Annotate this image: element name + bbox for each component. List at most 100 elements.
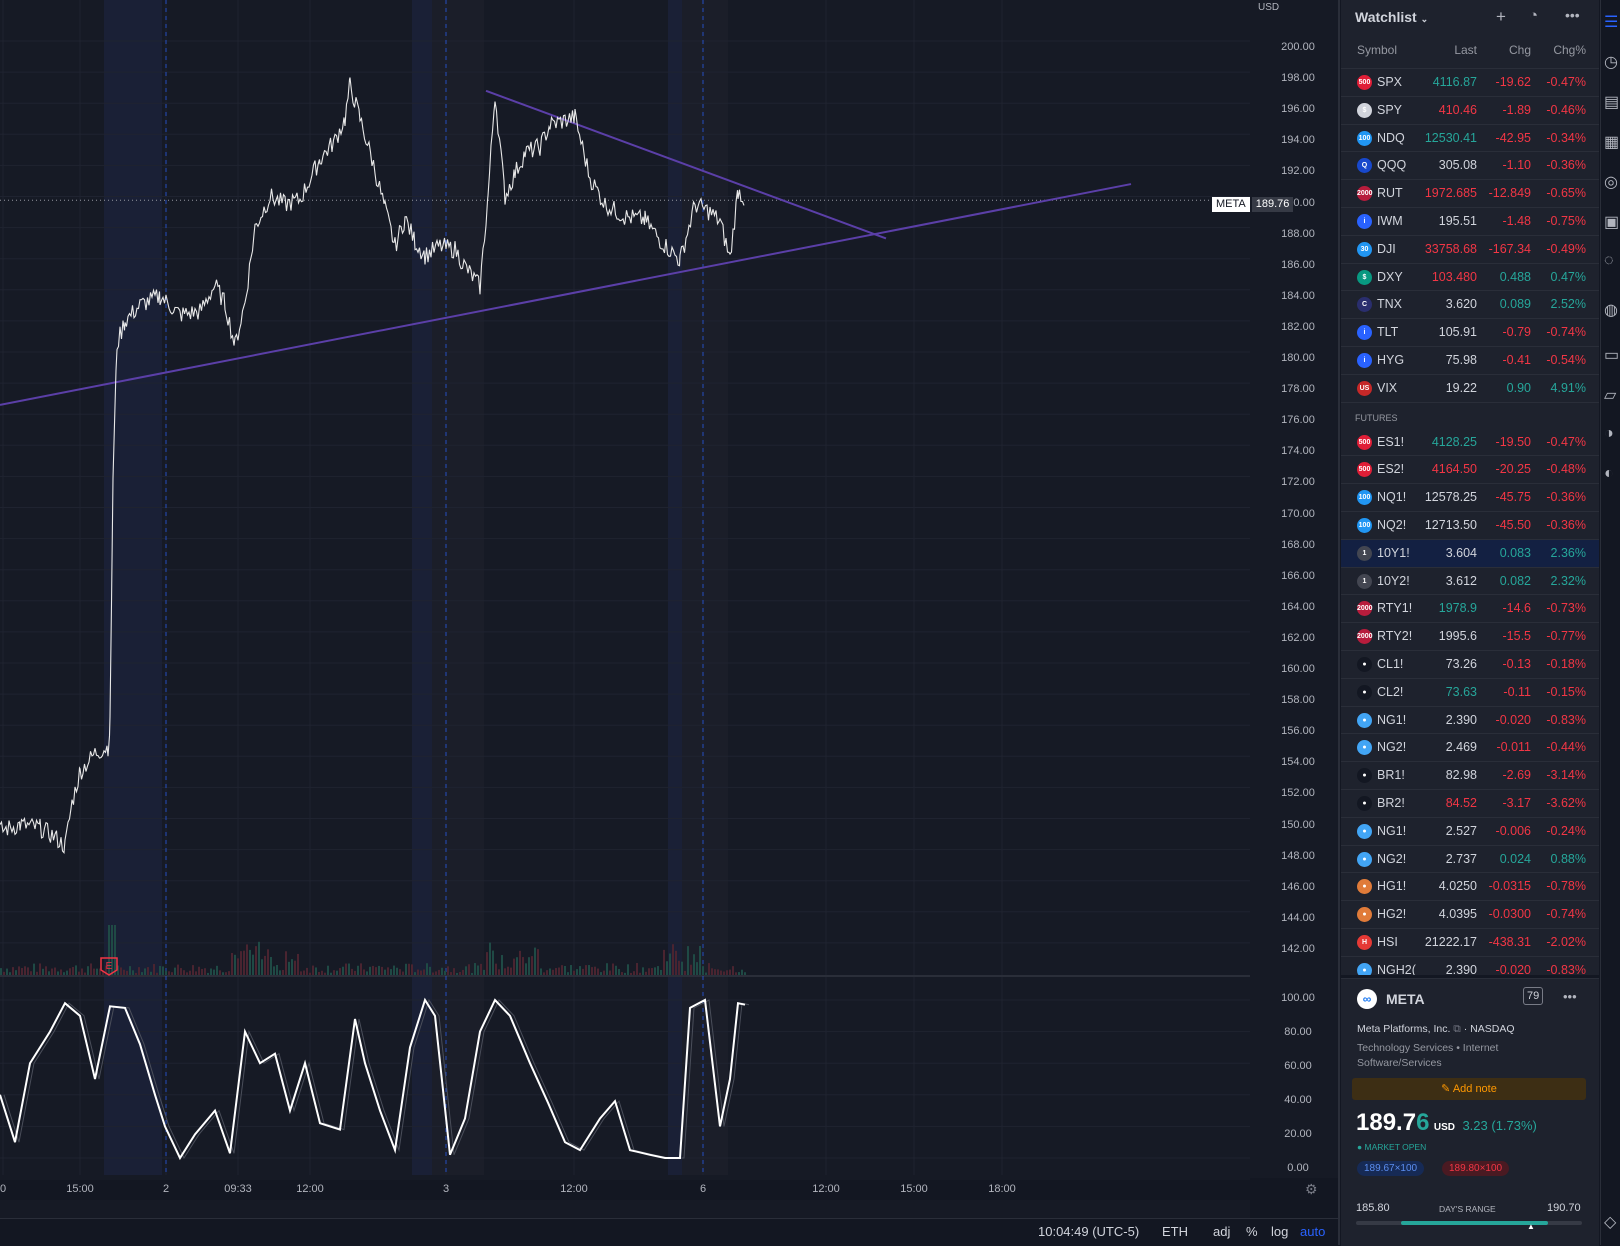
row-symbol[interactable]: 10Y2! xyxy=(1377,573,1410,588)
watchlist-row[interactable]: 1 10Y2! 3.612 0.082 2.32% xyxy=(1341,568,1599,596)
currency-label[interactable]: USD xyxy=(1258,2,1280,13)
oscillator-axis[interactable]: 100.00 80.00 60.00 40.00 20.00 0.00 xyxy=(1250,978,1338,1178)
row-symbol[interactable]: SPX xyxy=(1377,75,1403,89)
column-chg-pct[interactable]: Chg% xyxy=(1553,43,1586,57)
advanced-view-icon[interactable]: ◔ xyxy=(1529,7,1539,24)
row-symbol[interactable]: NG1! xyxy=(1377,712,1407,727)
help-icon[interactable]: ◑ xyxy=(1604,425,1614,442)
row-symbol[interactable]: ES1! xyxy=(1377,434,1405,449)
row-symbol[interactable]: VIX xyxy=(1377,380,1398,395)
row-symbol[interactable]: NGH2( xyxy=(1377,962,1416,975)
hotlist-icon[interactable]: ◎ xyxy=(1604,174,1618,191)
watchlist-row[interactable]: 2000 RUT 1972.685 -12.849 -0.65% xyxy=(1341,180,1599,208)
add-symbol-icon[interactable]: + xyxy=(1496,7,1506,26)
adj-toggle[interactable]: adj xyxy=(1213,1224,1231,1239)
watchlist-row[interactable]: i HYG 75.98 -0.41 -0.54% xyxy=(1341,347,1599,375)
watchlist-row[interactable]: ● BR1! 82.98 -2.69 -3.14% xyxy=(1341,762,1599,790)
watchlist-row[interactable]: 500 ES1! 4128.25 -19.50 -0.47% xyxy=(1341,429,1599,457)
log-toggle[interactable]: log xyxy=(1271,1224,1289,1239)
watchlist-row[interactable]: 500 SPX 4116.87 -19.62 -0.47% xyxy=(1341,69,1599,97)
watchlist-row[interactable]: 30 DJI 33758.68 -167.34 -0.49% xyxy=(1341,236,1599,264)
row-symbol[interactable]: HG2! xyxy=(1377,907,1407,922)
row-symbol[interactable]: DXY xyxy=(1377,269,1403,284)
row-symbol[interactable]: NG2! xyxy=(1377,740,1407,755)
calendar-icon[interactable]: ▣ xyxy=(1604,214,1620,231)
row-symbol[interactable]: RTY1! xyxy=(1377,601,1413,616)
row-symbol[interactable]: BR1! xyxy=(1377,768,1405,783)
watchlist-row[interactable]: i TLT 105.91 -0.79 -0.74% xyxy=(1341,319,1599,347)
watchlist-row[interactable]: $ DXY 103.480 0.488 0.47% xyxy=(1341,264,1599,292)
row-symbol[interactable]: BR2! xyxy=(1377,795,1405,810)
alerts-icon[interactable]: ◷ xyxy=(1604,54,1618,71)
external-link-icon[interactable]: ⧉ xyxy=(1453,1023,1461,1035)
chart-pane[interactable]: E xyxy=(0,0,1250,1228)
detail-symbol[interactable]: META xyxy=(1386,991,1425,1007)
row-symbol[interactable]: CL2! xyxy=(1377,684,1404,699)
watchlist-row[interactable]: ● HG2! 4.0395 -0.0300 -0.74% xyxy=(1341,901,1599,929)
earnings-marker[interactable]: E xyxy=(100,957,118,976)
notifications-icon[interactable]: ▱ xyxy=(1604,387,1617,404)
row-symbol[interactable]: HG1! xyxy=(1377,879,1407,894)
price-axis[interactable]: USD 200.00 198.00 196.00 194.00 192.00 190.00… xyxy=(1212,0,1338,978)
row-symbol[interactable]: HSI xyxy=(1377,934,1398,949)
row-symbol[interactable]: RTY2! xyxy=(1377,629,1413,644)
watchlist-row[interactable]: ● CL2! 73.63 -0.11 -0.15% xyxy=(1341,679,1599,707)
sector-line[interactable]: Technology Services • Internet Software/… xyxy=(1357,1042,1499,1069)
detail-more-icon[interactable]: ••• xyxy=(1563,989,1577,1004)
more-options-icon[interactable]: ••• xyxy=(1565,7,1580,23)
auto-toggle[interactable]: auto xyxy=(1300,1224,1326,1239)
watchlist-row[interactable]: ● NG2! 2.737 0.024 0.88% xyxy=(1341,846,1599,874)
column-symbol[interactable]: Symbol xyxy=(1357,43,1398,57)
watchlist-row[interactable]: 100 NQ1! 12578.25 -45.75 -0.36% xyxy=(1341,484,1599,512)
watchlist-row[interactable]: 2000 RTY2! 1995.6 -15.5 -0.77% xyxy=(1341,623,1599,651)
watchlist-row[interactable]: ● CL1! 73.26 -0.13 -0.18% xyxy=(1341,651,1599,679)
watchlist-row[interactable]: $ SPY 410.46 -1.89 -0.46% xyxy=(1341,97,1599,125)
row-symbol[interactable]: SPY xyxy=(1377,102,1403,117)
watchlist-row[interactable]: ● NG1! 2.390 -0.020 -0.83% xyxy=(1341,707,1599,735)
layers-icon[interactable]: ◇ xyxy=(1604,1214,1617,1231)
session-toggle[interactable]: ETH xyxy=(1162,1224,1188,1239)
watchlist-row[interactable]: 1 10Y1! 3.604 0.083 2.36% xyxy=(1341,539,1599,568)
ask-quote[interactable]: 189.80×100 xyxy=(1442,1161,1510,1176)
ideas-icon[interactable]: ◌ xyxy=(1604,252,1614,269)
row-symbol[interactable]: NG1! xyxy=(1377,823,1407,838)
watchlist-title[interactable]: Watchlist ⌄ xyxy=(1355,9,1429,25)
row-symbol[interactable]: HYG xyxy=(1377,352,1405,367)
watchlist-row[interactable]: 100 NDQ 12530.41 -42.95 -0.34% xyxy=(1341,125,1599,153)
row-symbol[interactable]: TNX xyxy=(1377,297,1402,312)
watchlist-row[interactable]: ● NGH2(2.390 -0.020 -0.83% xyxy=(1341,957,1599,975)
watchlist-row[interactable]: ● HG1! 4.0250 -0.0315 -0.78% xyxy=(1341,873,1599,902)
percent-toggle[interactable]: % xyxy=(1246,1224,1258,1239)
futures-section-header[interactable]: FUTURES xyxy=(1355,412,1398,423)
chevron-down-icon[interactable]: ⌄ xyxy=(1420,14,1429,24)
price-chart[interactable]: E xyxy=(0,0,1250,1228)
watchlist-row[interactable]: 100 NQ2! 12713.50 -45.50 -0.36% xyxy=(1341,512,1599,540)
clock-time[interactable]: 10:04:49 (UTC-5) xyxy=(1038,1224,1140,1239)
signals-icon[interactable]: ◐ xyxy=(1604,465,1614,482)
panel-divider[interactable] xyxy=(1338,0,1340,1245)
watchlist-row[interactable]: 2000 RTY1! 1978.9 -14.6 -0.73% xyxy=(1341,595,1599,624)
time-axis[interactable]: 0 15:00 2 09:33 12:00 3 12:00 6 12:00 15:00 18:00 … xyxy=(0,1180,1338,1200)
add-note-button[interactable]: ✎ Add note xyxy=(1352,1078,1586,1100)
row-symbol[interactable]: NG2! xyxy=(1377,851,1407,866)
bid-quote[interactable]: 189.67×100 xyxy=(1357,1161,1425,1176)
row-symbol[interactable]: RUT xyxy=(1377,186,1403,201)
streams-icon[interactable]: ◍ xyxy=(1604,302,1618,319)
watchlist-row[interactable]: ● BR2! 84.52 -3.17 -3.62% xyxy=(1341,790,1599,818)
news-icon[interactable]: ▤ xyxy=(1604,94,1620,111)
data-window-icon[interactable]: ▦ xyxy=(1604,134,1620,151)
watchlist-row[interactable]: ● NG1! 2.527 -0.006 -0.24% xyxy=(1341,818,1599,846)
row-symbol[interactable]: NQ2! xyxy=(1377,517,1407,532)
row-symbol[interactable]: DJI xyxy=(1377,241,1396,256)
row-symbol[interactable]: NQ1! xyxy=(1377,490,1407,505)
row-symbol[interactable]: IWM xyxy=(1377,213,1403,228)
row-symbol[interactable]: QQQ xyxy=(1377,158,1407,173)
column-last[interactable]: Last xyxy=(1454,43,1477,57)
watchlist-row[interactable]: ● NG2! 2.469 -0.011 -0.44% xyxy=(1341,734,1599,763)
watchlist-icon[interactable]: ☰ xyxy=(1604,14,1619,31)
watchlist-row[interactable]: i IWM 195.51 -1.48 -0.75% xyxy=(1341,208,1599,236)
score-badge[interactable]: 79 xyxy=(1523,987,1544,1005)
row-symbol[interactable]: 10Y1! xyxy=(1377,545,1410,560)
watchlist-row[interactable]: 500 ES2! 4164.50 -20.25 -0.48% xyxy=(1341,456,1599,485)
company-name[interactable]: Meta Platforms, Inc. xyxy=(1357,1023,1451,1035)
